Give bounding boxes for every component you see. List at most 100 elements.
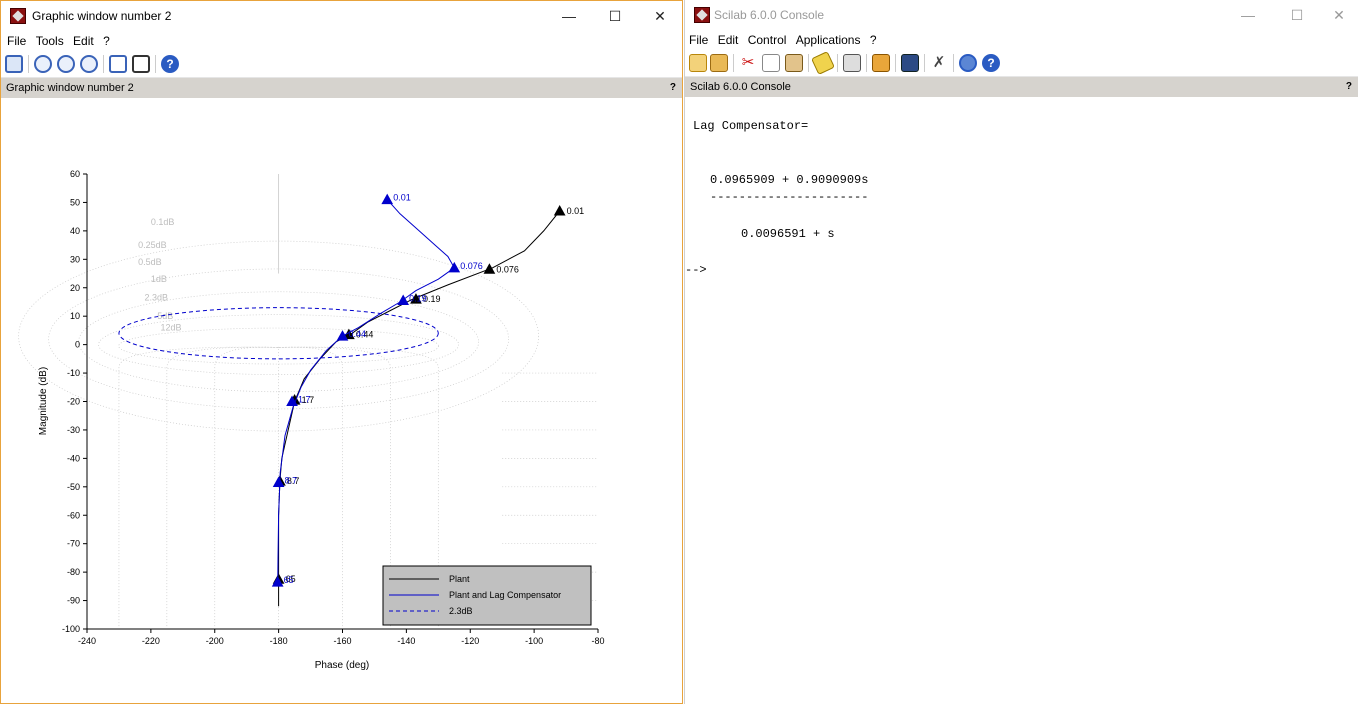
nichols-phase-contour (166, 346, 279, 627)
console-window-title: Scilab 6.0.0 Console (714, 8, 825, 22)
marker-label-plant-and-lag-compensator: 0.01 (393, 193, 411, 203)
paste-icon[interactable] (785, 54, 803, 72)
cut-icon[interactable]: ✂ (741, 54, 755, 71)
clear-icon[interactable] (811, 51, 835, 75)
graphic-panel-title: Graphic window number 2 (6, 82, 134, 94)
console-output[interactable]: Lag Compensator= 0.0965909 + 0.9090909s … (685, 97, 1358, 704)
marker-label-plant: 0.44 (356, 330, 374, 340)
console-line: Lag Compensator= (693, 119, 809, 133)
browser-icon[interactable] (872, 54, 890, 72)
scilab-app-icon (694, 7, 710, 23)
settings-icon[interactable]: ✗ (932, 54, 946, 71)
panel-help-button[interactable]: ? (669, 82, 676, 93)
menu-file[interactable]: File (7, 34, 27, 48)
marker-plant (483, 263, 496, 274)
marker-plant-and-lag-compensator (448, 261, 461, 273)
panel-help-button[interactable]: ? (1345, 81, 1352, 92)
menu-edit[interactable]: Edit (73, 34, 94, 48)
console-line: 0.0096591 + s (741, 227, 835, 241)
copy-icon[interactable] (762, 54, 780, 72)
grid-label: 1dB (151, 274, 167, 284)
minimize-button[interactable]: — (562, 8, 576, 24)
zoom-out-icon[interactable] (80, 55, 98, 73)
variables-icon[interactable] (901, 54, 919, 72)
menu-applications[interactable]: Applications (795, 33, 861, 47)
marker-label-plant: 0.19 (423, 294, 441, 304)
y-tick-label: -80 (67, 567, 80, 577)
legend-label-plant: Plant (449, 574, 470, 584)
graphic-menubar: File Tools Edit ? (1, 31, 682, 51)
y-tick-label: 0 (75, 340, 80, 350)
nichols-phase-contour (278, 346, 391, 627)
marker-plant-and-lag-compensator (336, 330, 349, 341)
open-icon[interactable] (710, 54, 728, 72)
scilab-app-icon (10, 8, 26, 24)
legend-label-lag: Plant and Lag Compensator (449, 590, 561, 600)
maximize-button[interactable]: ☐ (1290, 7, 1304, 23)
nichols-mag-contour (118, 327, 439, 365)
console-panel-title: Scilab 6.0.0 Console (690, 81, 791, 93)
minimize-button[interactable]: — (1241, 7, 1255, 23)
toolbar-separator (953, 54, 954, 72)
y-tick-label: -40 (67, 453, 80, 463)
print-icon[interactable] (843, 54, 861, 72)
new-script-icon[interactable] (689, 54, 707, 72)
console-panel-header: Scilab 6.0.0 Console ? (685, 77, 1358, 97)
help-icon[interactable]: ? (161, 55, 179, 73)
menu-help[interactable]: ? (869, 33, 877, 47)
marker-plant (410, 293, 422, 304)
zoom-in-icon[interactable] (57, 55, 75, 73)
menu-help[interactable]: ? (103, 34, 110, 48)
x-axis-label: Phase (deg) (315, 660, 369, 671)
y-tick-label: -50 (67, 482, 80, 492)
y-tick-label: -100 (62, 624, 80, 634)
grid-label: 0.25dB (138, 240, 167, 250)
toolbar-separator (733, 54, 734, 72)
console-window-titlebar[interactable]: Scilab 6.0.0 Console — ☐ ✕ (685, 0, 1358, 30)
modules-icon[interactable] (959, 54, 977, 72)
console-window: Scilab 6.0.0 Console — ☐ ✕ File Edit Con… (684, 0, 1358, 704)
nichols-phase-contour (278, 346, 343, 627)
rotate-icon[interactable] (5, 55, 23, 73)
grid-label: 0.1dB (151, 217, 175, 227)
marker-label-plant-and-lag-compensator: 0.076 (460, 261, 483, 271)
toolbar-separator (155, 55, 156, 73)
editor-icon[interactable] (132, 55, 150, 73)
marker-label-plant: 1.7 (302, 395, 315, 405)
menu-control[interactable]: Control (747, 33, 787, 47)
x-tick-label: -80 (591, 636, 604, 646)
marker-plant-and-lag-compensator (271, 576, 284, 587)
menu-edit[interactable]: Edit (717, 33, 739, 47)
menu-tools[interactable]: Tools (35, 34, 64, 48)
close-button[interactable]: ✕ (1333, 7, 1345, 23)
graphic-window: Graphic window number 2 — ☐ ✕ File Tools… (0, 0, 683, 704)
toolbar-separator (808, 54, 809, 72)
x-tick-label: -220 (142, 636, 160, 646)
nichols-mag-contour (78, 291, 479, 393)
x-tick-label: -120 (461, 636, 479, 646)
zoom-icon[interactable] (34, 55, 52, 73)
series-2-3db (118, 307, 439, 360)
graphic-panel-header: Graphic window number 2 ? (1, 78, 682, 98)
grid-label: 2.3dB (144, 293, 168, 303)
x-tick-label: -240 (78, 636, 96, 646)
console-line: ---------------------- (710, 190, 869, 204)
datatip-icon[interactable] (109, 55, 127, 73)
help-icon[interactable]: ? (982, 54, 1000, 72)
marker-plant (553, 204, 566, 216)
legend-label-2.3db: 2.3dB (449, 606, 473, 616)
y-tick-label: -60 (67, 510, 80, 520)
y-tick-label: 50 (70, 197, 80, 207)
graphic-window-titlebar[interactable]: Graphic window number 2 — ☐ ✕ (1, 1, 682, 31)
marker-label-plant: 0.076 (496, 264, 519, 274)
maximize-button[interactable]: ☐ (608, 8, 622, 24)
graphic-toolbar: ? (1, 51, 682, 78)
close-button[interactable]: ✕ (654, 8, 666, 24)
menu-file[interactable]: File (689, 33, 709, 47)
toolbar-separator (103, 55, 104, 73)
console-prompt[interactable]: --> (685, 263, 707, 277)
y-axis-label: Magnitude (dB) (38, 367, 49, 435)
toolbar-separator (837, 54, 838, 72)
